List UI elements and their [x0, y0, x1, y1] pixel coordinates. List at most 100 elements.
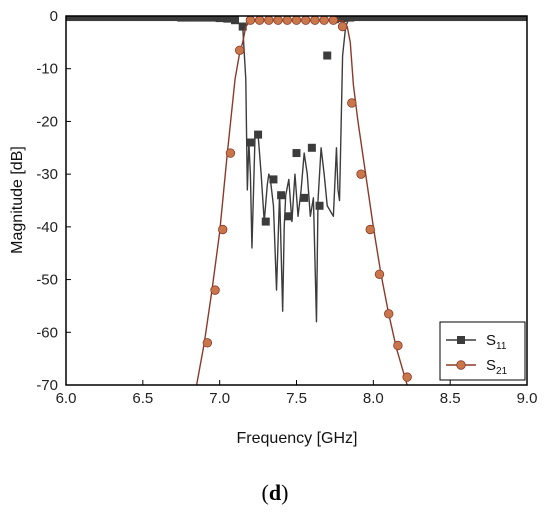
- data-point-s11: [200, 16, 209, 22]
- data-point-s11: [292, 149, 301, 158]
- data-point-s11: [123, 16, 132, 22]
- data-point-s21: [291, 16, 302, 25]
- data-point-s21: [374, 269, 385, 280]
- data-point-s21: [402, 372, 412, 382]
- y-tick-label: 0: [50, 8, 58, 25]
- data-point-s11: [476, 16, 485, 22]
- data-point-s11: [384, 16, 393, 22]
- data-point-s11: [131, 16, 140, 22]
- y-tick-label: -10: [36, 61, 58, 78]
- data-point-s21: [337, 21, 348, 32]
- data-point-s11: [192, 16, 201, 22]
- data-point-s11: [484, 16, 493, 22]
- legend-item-s21: S21: [446, 357, 508, 377]
- data-point-s11: [238, 22, 247, 31]
- data-point-s21: [310, 16, 320, 25]
- data-point-s21: [218, 224, 228, 235]
- data-point-s11: [77, 16, 86, 22]
- data-point-s11: [146, 16, 155, 22]
- data-point-s11: [85, 16, 94, 22]
- data-point-s11: [338, 16, 347, 23]
- data-point-s11: [315, 201, 324, 210]
- data-point-s11: [461, 16, 470, 22]
- plot-frame: [65, 15, 528, 386]
- tick-layer: 6.0 6.5 7.0 7.5 8.0 8.5 9.0 0 -10 -20 -30 -40 -50 -60…: [36, 8, 537, 407]
- x-tick-label: 6.5: [132, 390, 153, 407]
- legend-label: S11: [486, 332, 507, 352]
- data-point-s11: [469, 16, 478, 22]
- data-point-s11: [361, 16, 370, 22]
- data-point-s11: [300, 193, 309, 202]
- data-point-s11: [446, 16, 455, 22]
- data-point-s21: [245, 16, 256, 25]
- data-point-s11: [100, 16, 109, 22]
- data-point-s11: [215, 16, 224, 23]
- data-point-s21: [210, 285, 220, 295]
- x-tick-label: 9.0: [517, 390, 538, 407]
- data-point-s11: [353, 16, 362, 22]
- data-point-s11: [438, 16, 447, 22]
- caption-close: ): [281, 480, 288, 505]
- data-point-s21: [282, 16, 292, 25]
- x-axis-label: Frequency [GHz]: [237, 430, 358, 447]
- data-point-s11: [523, 16, 527, 22]
- y-tick-label: -30: [36, 166, 58, 183]
- series-line-s21: [195, 19, 408, 385]
- data-point-s11: [69, 16, 78, 22]
- y-tick-label: -20: [36, 113, 58, 130]
- data-point-s11: [92, 16, 101, 22]
- data-point-s21: [393, 340, 403, 351]
- data-point-s11: [223, 16, 232, 23]
- data-point-s11: [307, 143, 316, 152]
- data-point-s11: [231, 16, 240, 25]
- caption-open: (: [262, 480, 269, 505]
- data-point-s11: [499, 16, 508, 22]
- y-tick-label: -40: [36, 219, 58, 236]
- caption-letter: d: [269, 480, 281, 505]
- data-point-s11: [492, 16, 501, 22]
- data-point-s11: [346, 16, 355, 22]
- data-point-s11: [138, 16, 147, 22]
- data-point-s11: [169, 16, 178, 22]
- data-point-s11: [246, 138, 255, 147]
- data-point-s21: [301, 16, 311, 25]
- data-point-s11: [269, 175, 278, 184]
- data-point-s21: [347, 98, 357, 108]
- data-point-s21: [365, 224, 375, 235]
- data-point-s11: [161, 16, 170, 22]
- data-point-s11: [423, 16, 432, 22]
- data-point-s21: [319, 16, 329, 25]
- data-point-s11: [369, 16, 378, 22]
- data-point-s11: [515, 16, 524, 22]
- data-point-s21: [254, 16, 265, 25]
- plot-layer: [66, 16, 527, 385]
- series-line-s11: [66, 16, 527, 323]
- data-point-s11: [277, 191, 286, 200]
- x-tick-label: 7.5: [286, 390, 307, 407]
- legend-label: S21: [486, 357, 508, 377]
- legend-item-s11: S11: [446, 332, 507, 352]
- data-point-s21: [273, 16, 283, 25]
- data-point-s21: [264, 16, 274, 25]
- data-point-s11: [261, 217, 270, 226]
- data-point-s21: [234, 45, 245, 55]
- data-point-s11: [154, 16, 163, 22]
- data-point-s11: [407, 16, 416, 22]
- y-tick-label: -60: [36, 324, 58, 341]
- legend-marker: [456, 360, 466, 370]
- data-point-s11: [207, 16, 216, 22]
- data-point-s11: [254, 130, 263, 139]
- data-point-s11: [66, 16, 70, 22]
- x-tick-label: 7.0: [209, 390, 230, 407]
- legend-box: [439, 321, 526, 381]
- data-point-s11: [177, 16, 186, 22]
- y-tick-label: -50: [36, 272, 58, 289]
- figure-caption: (d): [262, 480, 289, 505]
- data-point-s11: [184, 16, 193, 22]
- data-point-s11: [323, 51, 332, 60]
- data-point-s11: [430, 16, 439, 22]
- data-point-s21: [225, 148, 236, 158]
- y-tick-label: -70: [36, 377, 58, 394]
